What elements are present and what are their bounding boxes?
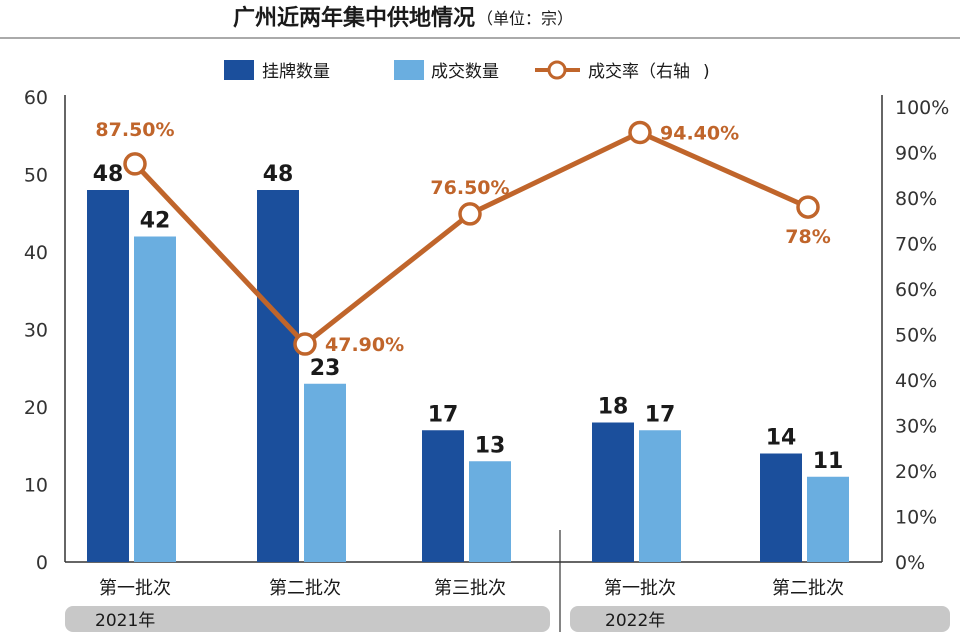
bar-label-sold: 42 xyxy=(140,209,171,234)
y-right-tick-label: 20% xyxy=(895,461,937,483)
rate-label: 76.50% xyxy=(430,177,509,199)
x-category-label: 第二批次 xyxy=(772,578,844,599)
category-labels: 第一批次 第二批次 第三批次 第一批次 第二批次 xyxy=(99,578,844,599)
x-category-label: 第三批次 xyxy=(434,578,506,599)
bar-label-sold: 17 xyxy=(645,402,676,427)
y-left-tick-label: 0 xyxy=(36,552,48,574)
legend-paren-rate: ) xyxy=(703,62,710,82)
y-left-tick-label: 30 xyxy=(24,320,48,342)
rate-marker xyxy=(628,120,652,145)
legend-swatch-sold xyxy=(394,60,424,80)
bar-sold xyxy=(639,430,681,562)
rate-marker xyxy=(458,202,482,226)
year-groups: 2021年 2022年 xyxy=(65,606,950,632)
bars-layer xyxy=(87,190,849,562)
rate-label: 78% xyxy=(785,226,830,248)
x-category-label: 第一批次 xyxy=(99,578,171,599)
rate-label: 47.90% xyxy=(325,334,404,356)
bar-sold xyxy=(304,383,346,562)
year-band xyxy=(65,606,550,632)
y-right-tick-label: 60% xyxy=(895,279,937,301)
y-axis-right-ticks: 0% 10% 20% 30% 40% 50% 60% 70% 80% 90% 100% xyxy=(895,97,949,574)
bar-sold xyxy=(807,476,849,562)
y-axis-left-ticks: 0 10 20 30 40 50 60 xyxy=(24,87,48,574)
legend-label-rate: 成交率（右轴 xyxy=(588,62,690,82)
rate-label: 94.40% xyxy=(660,122,739,144)
y-right-tick-label: 100% xyxy=(895,97,949,119)
y-left-tick-label: 20 xyxy=(24,397,48,419)
year-label: 2021年 xyxy=(95,611,155,631)
x-category-label: 第二批次 xyxy=(269,578,341,599)
bar-listed xyxy=(87,190,129,562)
y-right-tick-label: 50% xyxy=(895,325,937,347)
legend-label-sold: 成交数量 xyxy=(431,62,499,82)
y-right-tick-label: 0% xyxy=(895,552,925,574)
bar-listed xyxy=(760,453,802,562)
rate-line xyxy=(133,129,810,347)
chart-title: 广州近两年集中供地情况 xyxy=(233,5,475,31)
bar-label-sold: 11 xyxy=(813,449,844,474)
y-right-tick-label: 70% xyxy=(895,234,937,256)
y-right-tick-label: 10% xyxy=(895,507,937,529)
bar-sold xyxy=(469,461,511,562)
y-left-tick-label: 60 xyxy=(24,87,48,109)
bar-listed xyxy=(592,422,634,562)
y-left-tick-label: 10 xyxy=(24,475,48,497)
rate-label: 87.50% xyxy=(95,119,174,141)
bar-label-sold: 23 xyxy=(310,356,341,381)
y-right-tick-label: 90% xyxy=(895,143,937,165)
bar-label-listed: 17 xyxy=(428,402,459,427)
x-category-label: 第一批次 xyxy=(604,578,676,599)
bar-label-listed: 48 xyxy=(93,162,124,187)
rate-marker xyxy=(293,332,317,356)
chart-subtitle: （单位：宗） xyxy=(477,9,573,28)
bar-sold xyxy=(134,236,176,562)
rate-marker xyxy=(123,152,147,176)
bar-listed xyxy=(422,430,464,562)
bar-label-listed: 18 xyxy=(598,395,629,420)
year-label: 2022年 xyxy=(605,611,665,631)
bar-listed xyxy=(257,190,299,562)
bar-label-listed: 14 xyxy=(766,426,797,451)
bar-label-listed: 48 xyxy=(263,162,294,187)
rate-line-layer: 87.50% 47.90% 76.50% 94.40% 78% xyxy=(95,119,830,356)
bar-labels-layer: 48 48 17 18 14 42 23 13 17 11 xyxy=(93,162,844,474)
legend-swatch-listed xyxy=(224,60,254,80)
rate-marker xyxy=(796,195,820,219)
y-right-tick-label: 40% xyxy=(895,370,937,392)
bar-label-sold: 13 xyxy=(475,433,506,458)
y-right-tick-label: 80% xyxy=(895,188,937,210)
y-right-tick-label: 30% xyxy=(895,416,937,438)
y-left-tick-label: 40 xyxy=(24,242,48,264)
legend-marker-rate xyxy=(547,60,567,80)
year-band xyxy=(570,606,950,632)
legend-label-listed: 挂牌数量 xyxy=(262,62,330,82)
legend: 挂牌数量 成交数量 成交率（右轴 ) xyxy=(224,60,710,82)
y-left-tick-label: 50 xyxy=(24,165,48,187)
